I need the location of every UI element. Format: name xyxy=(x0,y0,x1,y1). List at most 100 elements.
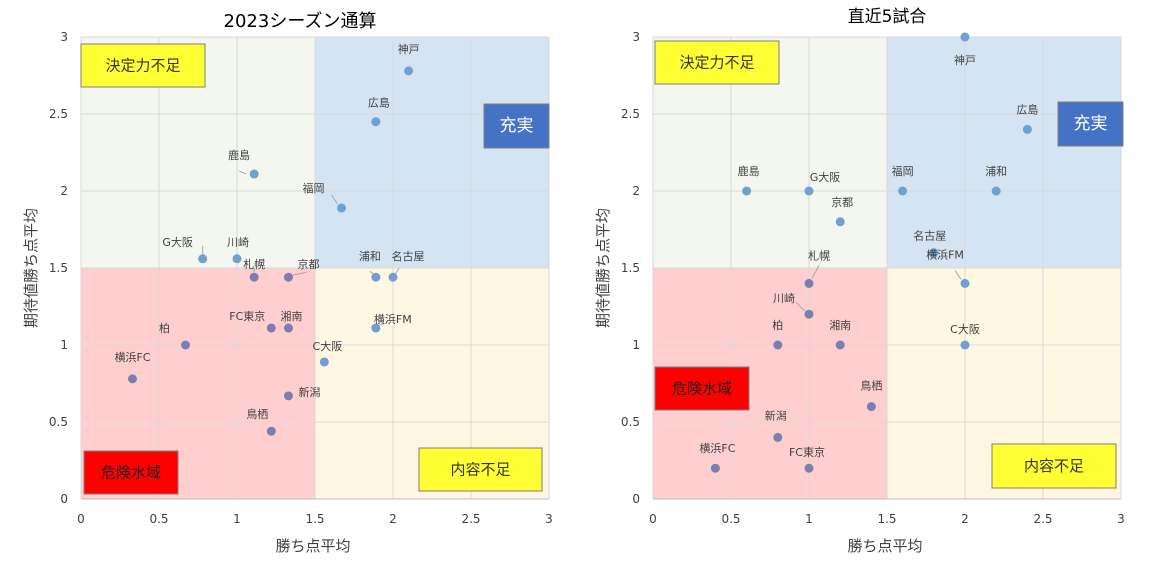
y-tick-label: 1 xyxy=(60,338,68,352)
data-label: 広島 xyxy=(368,96,390,110)
data-label: C大阪 xyxy=(950,322,980,336)
x-axis-label: 勝ち点平均 xyxy=(275,537,350,555)
y-tick-label: 0.5 xyxy=(621,415,640,429)
data-point-京都 xyxy=(283,272,293,282)
quadrant-label-bottom-left: 危険水域 xyxy=(654,366,750,411)
data-label: 札幌 xyxy=(808,248,830,262)
data-point-神戸 xyxy=(960,32,970,42)
quadrant-label-bottom-left-text: 危険水域 xyxy=(101,464,161,482)
data-point-湘南 xyxy=(283,323,293,333)
data-point-鹿島 xyxy=(742,186,752,196)
x-tick-label: 3 xyxy=(1117,512,1125,526)
x-tick-label: 2 xyxy=(389,512,397,526)
data-point-広島 xyxy=(1022,124,1032,134)
y-axis-label: 期待値勝ち点平均 xyxy=(594,208,612,328)
data-point-鹿島 xyxy=(249,169,259,179)
quadrant-label-bottom-right: 内容不足 xyxy=(418,447,543,492)
data-point-FC東京 xyxy=(804,463,814,473)
leader-line xyxy=(369,270,375,275)
quadrant-top-right xyxy=(887,37,1121,268)
y-tick-label: 1 xyxy=(632,338,640,352)
x-tick-label: 2.5 xyxy=(1033,512,1052,526)
x-tick-label: 1 xyxy=(233,512,241,526)
data-point-鳥栖 xyxy=(266,426,276,436)
quadrant-label-bottom-left: 危険水域 xyxy=(83,450,179,495)
data-point-札幌 xyxy=(249,272,259,282)
data-point-鳥栖 xyxy=(866,402,876,412)
data-point-福岡 xyxy=(337,203,347,213)
quadrant-label-bottom-right-text: 内容不足 xyxy=(450,461,510,479)
quadrant-label-top-left: 決定力不足 xyxy=(80,43,206,88)
quadrant-label-bottom-right-box xyxy=(418,447,543,492)
x-tick-label: 0 xyxy=(649,512,657,526)
data-label: 広島 xyxy=(1016,102,1038,116)
y-tick-label: 1.5 xyxy=(49,261,68,275)
chart-title: 直近5試合 xyxy=(848,7,927,27)
data-label: C大阪 xyxy=(313,339,343,353)
data-point-C大阪 xyxy=(960,340,970,350)
leader-line xyxy=(331,194,338,205)
leader-line xyxy=(795,301,806,312)
data-label: 川崎 xyxy=(227,235,249,249)
data-point-横浜FM xyxy=(371,323,381,333)
x-tick-label: 1.5 xyxy=(877,512,896,526)
y-tick-label: 1.5 xyxy=(621,261,640,275)
quadrant-label-bottom-right: 内容不足 xyxy=(991,443,1117,489)
x-tick-label: 0 xyxy=(77,512,85,526)
data-point-浦和 xyxy=(371,272,381,282)
data-point-広島 xyxy=(371,117,381,127)
data-label: 京都 xyxy=(831,195,853,209)
quadrant-label-bottom-left-box xyxy=(654,366,750,411)
data-label: G大阪 xyxy=(162,235,193,249)
data-point-横浜FC xyxy=(710,463,720,473)
quadrant-label-bottom-right-box xyxy=(991,443,1117,489)
y-tick-label: 0 xyxy=(632,492,640,506)
data-label: 新潟 xyxy=(765,408,787,422)
chart-panel-1: 00 0.5 0.5 1 1 1.5 1.5 2 2 2.5 2.5 3 3 2023シーズン通算勝ち点平… xyxy=(22,11,553,555)
x-tick-label: 0.5 xyxy=(149,512,168,526)
data-label: 横浜FC xyxy=(699,441,735,455)
data-label: 新潟 xyxy=(298,385,320,399)
quadrant-label-top-right: 充実 xyxy=(483,103,550,149)
quadrant-label-top-left: 決定力不足 xyxy=(654,40,780,85)
data-point-京都 xyxy=(835,217,845,227)
leader-line xyxy=(282,319,286,324)
x-tick-label: 0.5 xyxy=(721,512,740,526)
x-tick-label: 1.5 xyxy=(305,512,324,526)
data-point-湘南 xyxy=(835,340,845,350)
x-axis-label: 勝ち点平均 xyxy=(847,537,922,555)
data-label: 横浜FC xyxy=(114,350,150,364)
x-tick-label: 2.5 xyxy=(461,512,480,526)
y-tick-label: 2.5 xyxy=(621,107,640,121)
quadrant-label-top-right-text: 充実 xyxy=(500,116,534,136)
data-point-新潟 xyxy=(283,391,293,401)
data-label: 鳥栖 xyxy=(860,379,882,393)
data-point-新潟 xyxy=(773,432,783,442)
quadrant-label-bottom-left-box xyxy=(83,450,179,495)
leader-line xyxy=(238,170,247,175)
data-point-神戸 xyxy=(404,66,414,76)
chart-title: 2023シーズン通算 xyxy=(224,11,377,32)
data-label: 鹿島 xyxy=(738,164,760,178)
data-label: 京都 xyxy=(297,257,319,271)
data-label: G大阪 xyxy=(810,170,841,184)
data-label: 鳥栖 xyxy=(246,407,268,421)
data-point-G大阪 xyxy=(198,254,208,264)
quadrant-label-top-left-box xyxy=(654,40,780,85)
data-point-柏 xyxy=(773,340,783,350)
y-axis-label: 期待値勝ち点平均 xyxy=(22,208,40,328)
leader-line xyxy=(292,271,307,276)
data-point-G大阪 xyxy=(804,186,814,196)
data-label: 湘南 xyxy=(829,318,851,332)
quadrant-label-bottom-right-text: 内容不足 xyxy=(1024,457,1084,475)
data-point-名古屋 xyxy=(388,272,398,282)
data-point-横浜FM xyxy=(960,278,970,288)
data-point-C大阪 xyxy=(319,357,329,367)
data-label: 川崎 xyxy=(773,291,795,305)
x-tick-label: 3 xyxy=(545,512,553,526)
y-tick-label: 0.5 xyxy=(49,415,68,429)
data-label: 横浜FM xyxy=(374,312,412,326)
data-label: 鹿島 xyxy=(228,148,250,162)
